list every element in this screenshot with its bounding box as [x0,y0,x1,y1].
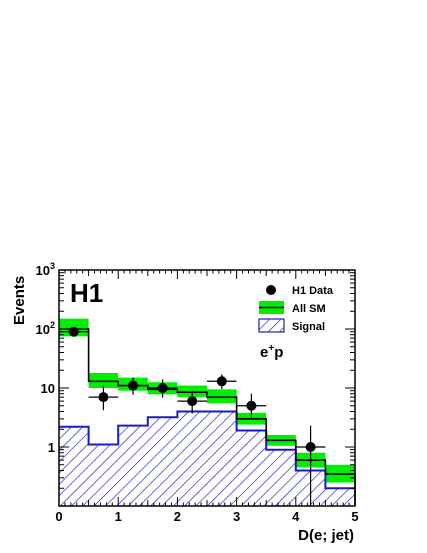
x-tick-label: 5 [351,509,358,524]
legend: H1 Data All SM Signal [258,285,334,333]
y-tick-label: 1 [48,440,55,455]
experiment-label: H1 [70,278,103,308]
data-point [157,383,168,393]
sm-band-bin [88,372,119,388]
x-axis-label: D(e; jet) [298,527,354,544]
y-tick-label: 102 [36,320,55,337]
data-point [128,380,138,391]
process-label: e+p [260,343,283,361]
data-point [68,326,79,337]
x-tick-label: 0 [55,509,62,524]
x-tick-label: 3 [233,509,240,524]
y-axis-label: Events [11,276,28,325]
x-tick-label: 2 [174,509,181,524]
y-tick-label: 10 [41,381,55,396]
x-tick-label: 4 [292,509,300,524]
data-point [98,392,109,403]
data-point [246,400,257,411]
ticks-layer: 0 1 2 3 4 5 1 10 102 103 [36,261,359,524]
signal-area [59,411,355,506]
sm-line [59,328,356,506]
legend-data-marker [266,285,276,295]
legend-label-data: H1 Data [292,285,334,297]
x-tick-label: 1 [115,509,122,524]
legend-label-signal: Signal [292,321,325,333]
histogram-layer [59,318,356,506]
data-point [305,442,316,452]
sm-band-bin [207,389,237,404]
legend-signal-swatch [258,318,285,333]
data-point [216,376,227,387]
data-point [187,396,198,407]
signal-line [59,410,355,490]
y-tick-label: 103 [36,261,55,278]
legend-label-sm: All SM [292,303,326,315]
